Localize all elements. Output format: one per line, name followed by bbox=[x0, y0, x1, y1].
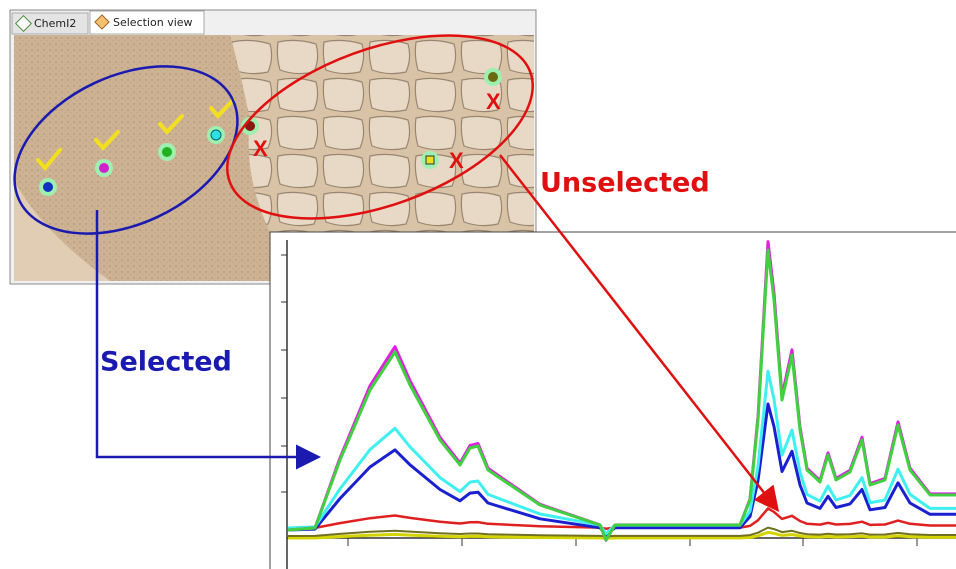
x-mark: X bbox=[449, 148, 464, 173]
page: ChemI2 Selection view X X X Unselected S… bbox=[0, 0, 956, 569]
x-mark: X bbox=[253, 136, 268, 161]
selected-label: Selected bbox=[100, 347, 232, 378]
tab-label: ChemI2 bbox=[34, 17, 76, 30]
unselected-label: Unselected bbox=[540, 168, 710, 199]
figure: ChemI2 Selection view X X X Unselected S… bbox=[0, 0, 956, 569]
x-mark: X bbox=[486, 89, 501, 114]
spectrum-panel bbox=[270, 232, 956, 569]
tab-label: Selection view bbox=[113, 16, 193, 29]
